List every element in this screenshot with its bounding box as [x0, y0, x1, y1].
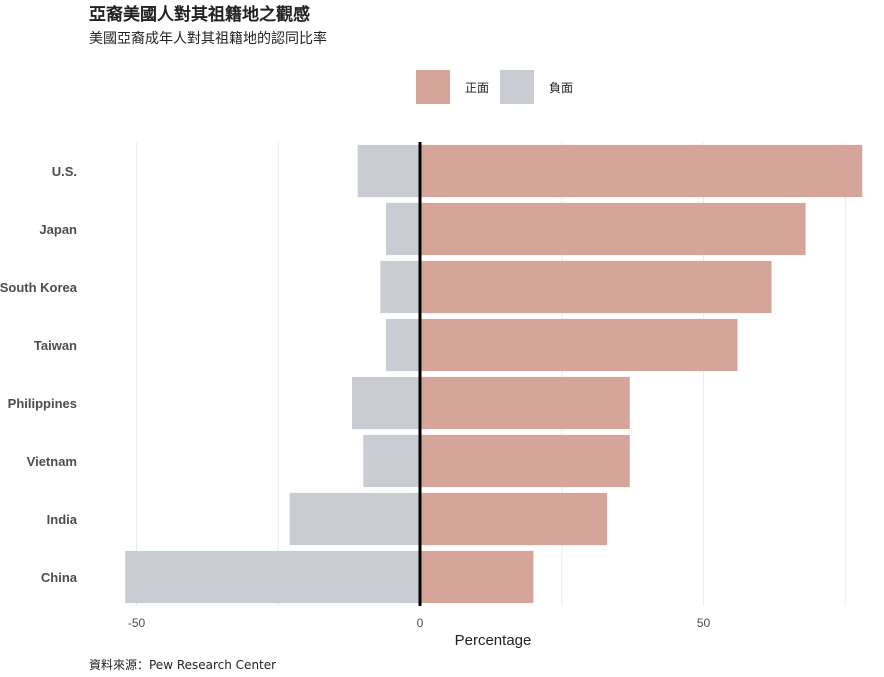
category-labels: U.S. Japan South Korea Taiwan Philippines Vie… — [0, 164, 78, 585]
negative-bar-vietnam — [363, 434, 420, 488]
x-axis-title: Percentage — [455, 632, 532, 649]
positive-bar-china — [420, 550, 534, 604]
source-caption: 資料來源：Pew Research Center — [89, 658, 277, 672]
x-tick-label: 0 — [417, 616, 424, 630]
positive-bar-philippines — [420, 376, 630, 430]
category-label: Vietnam — [27, 454, 77, 469]
negative-bar-south-korea — [380, 260, 420, 314]
category-label: U.S. — [52, 164, 77, 179]
negative-bar-philippines — [351, 376, 420, 430]
chart-subtitle: 美國亞裔成年人對其祖籍地的認同比率 — [89, 31, 327, 47]
negative-bar-china — [125, 550, 420, 604]
category-label: India — [47, 512, 78, 527]
chart-title: 亞裔美國人對其祖籍地之觀感 — [89, 5, 310, 25]
negative-bar-taiwan — [385, 318, 420, 372]
x-tick-label: -50 — [128, 616, 146, 630]
positive-bar-u-s- — [420, 144, 863, 198]
bars — [125, 144, 863, 604]
category-label: South Korea — [0, 280, 78, 295]
legend-swatch — [416, 70, 450, 104]
negative-bar-india — [289, 492, 420, 546]
legend-label: 負面 — [549, 81, 573, 95]
category-label: Taiwan — [34, 338, 77, 353]
positive-bar-taiwan — [420, 318, 738, 372]
negative-bar-japan — [385, 202, 420, 256]
x-tick-label: 50 — [697, 616, 711, 630]
legend-swatch — [500, 70, 534, 104]
negative-bar-u-s- — [357, 144, 420, 198]
positive-bar-vietnam — [420, 434, 630, 488]
positive-bar-south-korea — [420, 260, 772, 314]
legend-label: 正面 — [465, 81, 489, 95]
category-label: Philippines — [8, 396, 77, 411]
legend: 正面 負面 — [416, 70, 573, 104]
positive-bar-india — [420, 492, 608, 546]
positive-bar-japan — [420, 202, 806, 256]
category-label: China — [41, 570, 78, 585]
category-label: Japan — [39, 222, 77, 237]
x-axis-ticks: -50 0 50 — [128, 616, 711, 630]
